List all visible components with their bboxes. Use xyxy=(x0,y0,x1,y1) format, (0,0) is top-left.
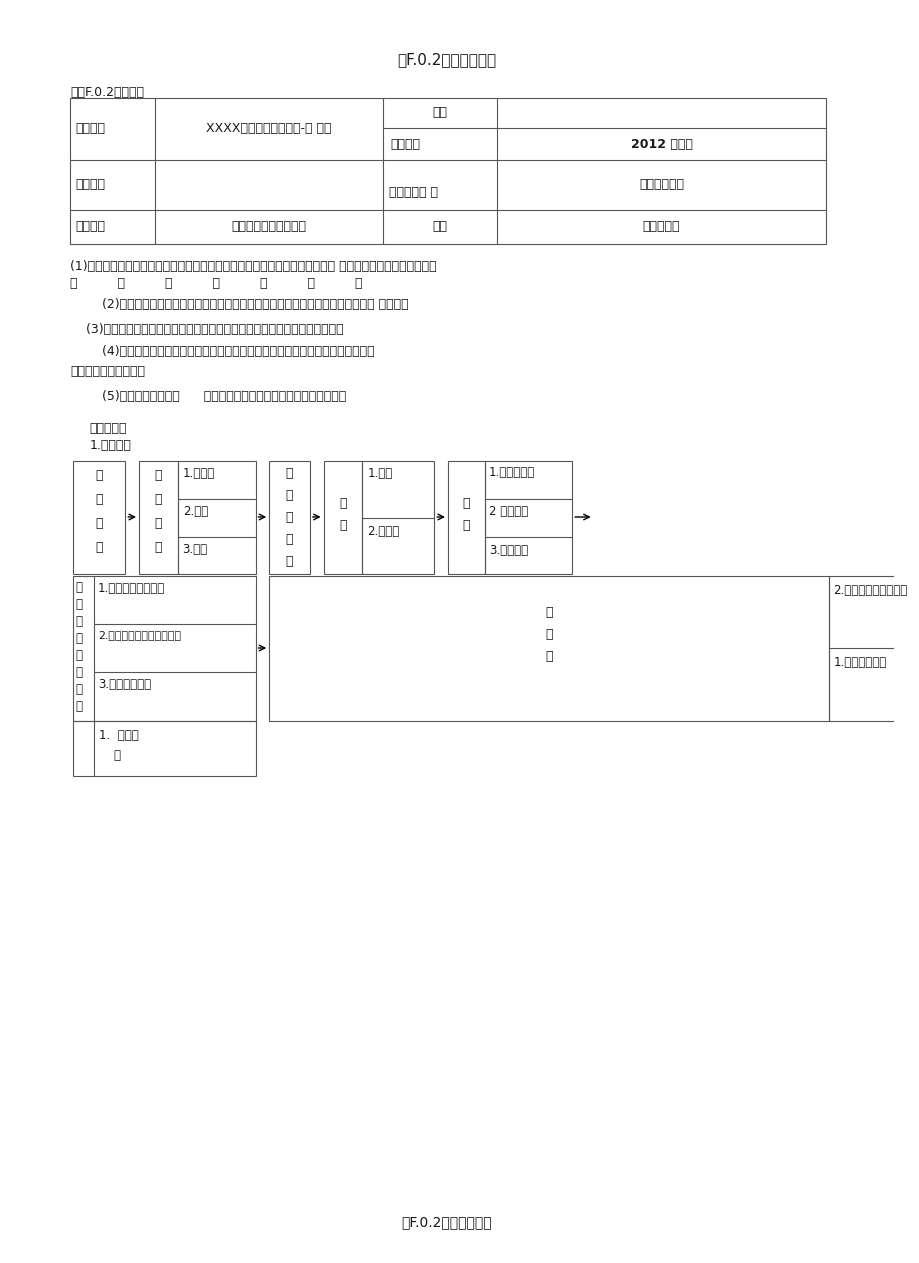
Text: 2 镀锌套管: 2 镀锌套管 xyxy=(488,505,528,518)
Text: (5)管口不能有毛刺，      配管时断口要及时用锉刀将管口处理光滑。: (5)管口不能有毛刺， 配管时断口要及时用锉刀将管口处理光滑。 xyxy=(70,390,346,403)
Text: 1.工艺流程: 1.工艺流程 xyxy=(89,440,131,452)
Bar xyxy=(269,461,310,573)
Text: 3.套丝: 3.套丝 xyxy=(183,543,208,556)
Text: 制: 制 xyxy=(339,519,346,532)
Bar xyxy=(828,576,919,721)
Text: 缝          应          该          在          侧          面          。: 缝 应 该 在 侧 面 。 xyxy=(70,277,362,290)
Bar xyxy=(269,576,828,721)
Text: 箱: 箱 xyxy=(286,533,293,546)
Text: 交底摘要: 交底摘要 xyxy=(75,221,106,234)
Text: 1.稳注: 1.稳注 xyxy=(367,467,392,480)
Text: 1.管箍丝扣连: 1.管箍丝扣连 xyxy=(488,466,534,479)
Text: 缝: 缝 xyxy=(545,650,552,663)
Text: 2.地板上（下）部做法: 2.地板上（下）部做法 xyxy=(833,584,907,597)
Text: 2.托板稳: 2.托板稳 xyxy=(367,525,399,538)
Text: 形: 形 xyxy=(545,628,552,642)
Text: 设: 设 xyxy=(75,632,83,645)
Text: 1.随墙（彻体）配管: 1.随墙（彻体）配管 xyxy=(98,582,165,595)
Text: 3.管进盒箱: 3.管进盒箱 xyxy=(488,544,528,557)
Text: 加: 加 xyxy=(154,517,162,530)
Text: 套丝连接施工工艺标准: 套丝连接施工工艺标准 xyxy=(232,221,306,234)
Text: 、施工工艺: 、施工工艺 xyxy=(89,422,127,434)
Bar xyxy=(139,461,177,573)
Bar xyxy=(177,461,255,573)
Text: 线: 线 xyxy=(114,749,120,762)
Text: 交底日期: 交底日期 xyxy=(391,138,420,150)
Text: 制: 制 xyxy=(154,493,162,506)
Text: 1.地板上部做法: 1.地板上部做法 xyxy=(833,655,886,669)
Text: (4)暗配管路堵塞，配管后应该及时扫管，发现管堵及时修复，配管后应及时用专: (4)暗配管路堵塞，配管后应该及时扫管，发现管堵及时修复，配管后应及时用专 xyxy=(70,345,374,357)
Text: 2.切管: 2.切管 xyxy=(183,505,208,518)
Bar xyxy=(70,99,825,244)
Text: 管: 管 xyxy=(96,493,103,506)
Text: 预: 预 xyxy=(339,498,346,510)
Text: 页数: 页数 xyxy=(432,221,448,234)
Bar xyxy=(362,461,434,573)
Text: 1.冷煨管: 1.冷煨管 xyxy=(183,467,215,480)
Text: 测: 测 xyxy=(286,467,293,480)
Text: 施表F.0.2共页第页: 施表F.0.2共页第页 xyxy=(70,86,143,99)
Text: 地: 地 xyxy=(75,666,83,679)
Bar xyxy=(448,461,484,573)
Text: 表F.0.2技术交底记录: 表F.0.2技术交底记录 xyxy=(397,52,496,67)
Text: 敷: 敷 xyxy=(75,615,83,628)
Text: 定: 定 xyxy=(286,489,293,501)
Text: 连: 连 xyxy=(75,700,83,714)
Text: 分项工程名 称: 分项工程名 称 xyxy=(388,187,437,200)
Text: 盒: 盒 xyxy=(286,512,293,524)
Text: 1.  跨接地: 1. 跨接地 xyxy=(99,729,139,741)
Text: 管: 管 xyxy=(462,498,470,510)
Text: 用塑料塞将管口堵严。: 用塑料塞将管口堵严。 xyxy=(70,365,145,378)
Bar xyxy=(323,461,362,573)
Bar xyxy=(484,461,572,573)
Text: 预: 预 xyxy=(154,469,162,482)
Text: 施工单位: 施工单位 xyxy=(75,178,106,192)
Text: 工: 工 xyxy=(154,541,162,554)
Text: 表F.0.2技术交底记录: 表F.0.2技术交底记录 xyxy=(402,1215,492,1229)
Text: 工程名称: 工程名称 xyxy=(75,123,106,135)
Text: 2.现浇混凝土楼板、柱体配: 2.现浇混凝土楼板、柱体配 xyxy=(98,630,181,640)
Text: 电气配管暗敷: 电气配管暗敷 xyxy=(639,178,684,192)
Text: 线: 线 xyxy=(75,683,83,696)
Text: 暗: 暗 xyxy=(96,469,103,482)
Text: 编号: 编号 xyxy=(432,106,448,120)
Text: 敷: 敷 xyxy=(96,517,103,530)
Text: (3)预埋盒、配管连接处歪斜，接线盒偏移严重，应根据具体情况进行修复。: (3)预埋盒、配管连接处歪斜，接线盒偏移严重，应根据具体情况进行修复。 xyxy=(70,323,343,336)
Text: (2)暗配管路弯曲过多，敷设管路时，应该按设计图要求及现场情况，沿最近的管 路敷设。: (2)暗配管路弯曲过多，敷设管路时，应该按设计图要求及现场情况，沿最近的管 路敷… xyxy=(70,298,408,311)
Bar xyxy=(73,721,255,775)
Text: XXXX奥林匹克体育中心-体 育场: XXXX奥林匹克体育中心-体 育场 xyxy=(206,123,332,135)
Text: 变: 变 xyxy=(545,606,552,619)
Text: 管: 管 xyxy=(75,597,83,611)
Text: 设: 设 xyxy=(96,541,103,554)
Text: 2012 年月日: 2012 年月日 xyxy=(630,138,692,150)
Text: 位: 位 xyxy=(286,554,293,568)
Text: 共页，第页: 共页，第页 xyxy=(642,221,680,234)
Text: 路: 路 xyxy=(462,519,470,532)
Text: 方: 方 xyxy=(75,649,83,662)
Bar xyxy=(73,576,255,721)
Bar xyxy=(73,461,125,573)
Text: 3.镀锌套管连接: 3.镀锌套管连接 xyxy=(98,678,151,691)
Text: 暗: 暗 xyxy=(75,581,83,594)
Text: (1)煨弯时要防止出现凹扁过大或者弯曲半径不够倍数的现象，使用扳手弯管器 时，用力不要过猛，管子的焊: (1)煨弯时要防止出现凹扁过大或者弯曲半径不够倍数的现象，使用扳手弯管器 时，用… xyxy=(70,260,437,273)
